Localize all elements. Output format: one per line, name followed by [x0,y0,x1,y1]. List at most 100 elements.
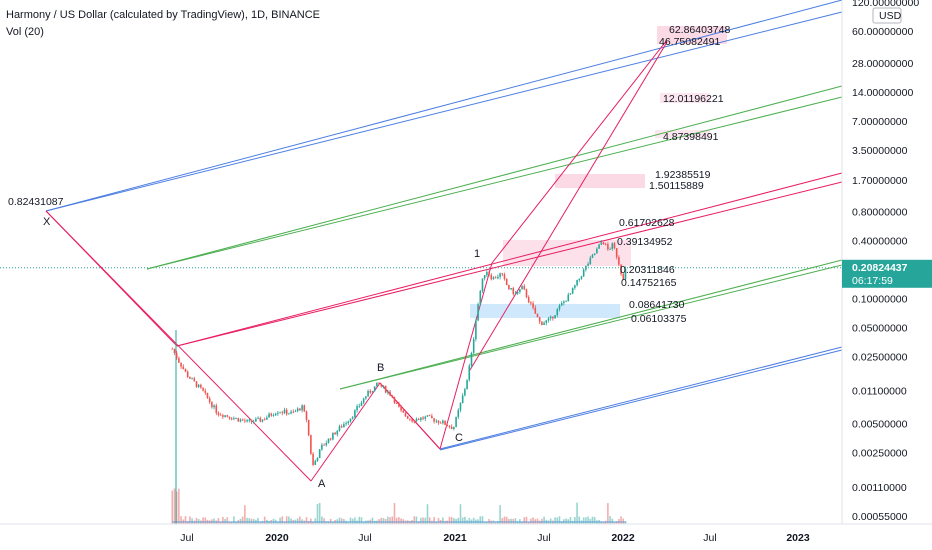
price-tick-label: 120.00000000 [852,0,919,9]
candle-body-174 [554,315,556,319]
volume-bar-154 [510,518,512,524]
drawing-lines-layer [0,0,843,482]
candle-body-199 [609,248,611,250]
candle-body-100 [391,395,394,398]
volume-bar-86 [360,517,363,524]
candle-body-151 [503,274,506,279]
volume-indicator-label[interactable]: Vol (20) [6,26,44,38]
price-tick-label: 0.40000000 [852,235,908,247]
candle-body-192 [593,253,596,255]
candle-body-49 [279,412,281,414]
price-tick-label: 0.05000000 [852,322,908,334]
volume-bar-185 [578,516,581,524]
volume-bar-72 [329,518,332,524]
volume-bar-54 [290,518,292,524]
volume-bar-135 [468,517,471,524]
candle-body-97 [384,385,387,393]
volume-bar-141 [481,516,484,524]
volume-bar-150 [501,517,504,524]
candle-body-186 [580,276,583,279]
candle-body-88 [365,396,367,399]
volume-bar-44 [268,521,270,524]
candle-body-16 [206,392,209,399]
candle-body-124 [444,420,446,425]
candle-body-161 [525,289,528,298]
time-tick-label: 2020 [265,532,289,544]
volume-bar-132 [461,517,464,524]
candle-body-20 [215,405,218,413]
volume-bar-103 [398,517,400,524]
candle-body-18 [211,402,213,408]
candle-body-94 [378,382,380,384]
candle-body-129 [455,416,457,427]
channel-blue-upper-2 [45,11,843,212]
candle-body-8 [189,377,191,379]
candle-body-115 [424,416,427,419]
candle-body-109 [411,419,413,422]
candle-body-159 [521,286,523,290]
candle-body-147 [494,277,497,279]
volume-bar-127 [450,517,453,524]
candle-body-195 [600,242,603,245]
candle-body-102 [395,403,398,404]
highlight-zone-2 [655,130,710,138]
candle-body-145 [490,275,493,280]
candle-body-73 [332,432,334,440]
volume-bar-8 [189,516,191,524]
candle-body-47 [274,413,277,416]
candle-body-181 [569,293,572,295]
volume-bar-67 [318,502,321,524]
volume-bar-191 [591,516,594,524]
volume-bar-52 [285,516,288,524]
candle-body-149 [499,273,501,277]
volume-bar-104 [400,518,402,524]
volume-bar-101 [393,503,396,524]
price-tick-label: 3.50000000 [852,145,908,157]
candle-body-204 [620,264,622,275]
candle-body-185 [578,278,581,280]
pattern-leg-c-1 [439,262,493,450]
volume-bar-162 [527,521,530,524]
volume-bar-168 [541,518,543,524]
candle-body-82 [351,417,354,419]
candle-body-41 [261,419,264,422]
volume-bar-184 [576,502,578,524]
candle-body-138 [475,320,477,340]
candle-body-58 [299,408,301,411]
candle-body-61 [305,411,308,420]
candle-body-17 [208,398,211,403]
highlight-zone-3 [555,174,645,188]
candle-body-67 [318,449,321,459]
volume-bar-133 [464,516,466,524]
volume-bar-166 [536,518,539,524]
candle-body-170 [545,320,548,323]
candle-body-146 [492,277,495,280]
volume-bar-40 [259,521,262,524]
candle-body-139 [477,304,479,321]
time-tick-label: 2023 [786,532,810,544]
candle-body-189 [587,263,589,266]
channel-green-upper-2 [146,96,843,270]
volume-bar-37 [252,518,255,524]
volume-bar-70 [325,521,328,524]
volume-bar-46 [272,518,275,524]
candle-body-53 [288,413,290,415]
time-axis[interactable]: Jul 2020 Jul 2021 Jul 2022 Jul 2023 [0,523,932,544]
volume-bar-31 [239,518,242,524]
candle-body-175 [556,309,559,316]
symbol-title[interactable]: Harmony / US Dollar (calculated by Tradi… [6,9,321,21]
volume-bar-28 [233,516,235,524]
candle-body-169 [543,322,545,326]
volume-bar-147 [494,521,497,524]
volume-bar-87 [362,521,365,524]
candle-body-104 [400,406,402,411]
candle-body-60 [303,405,306,412]
candle-body-184 [576,279,578,286]
price-axis[interactable]: 120.00000000 60.00000000 28.00000000 14.000… [841,0,932,524]
volume-bar-121 [437,517,440,524]
candle-body-150 [501,273,504,275]
candle-body-133 [464,389,466,396]
candle-body-182 [571,287,574,294]
volume-bar-123 [442,517,444,524]
